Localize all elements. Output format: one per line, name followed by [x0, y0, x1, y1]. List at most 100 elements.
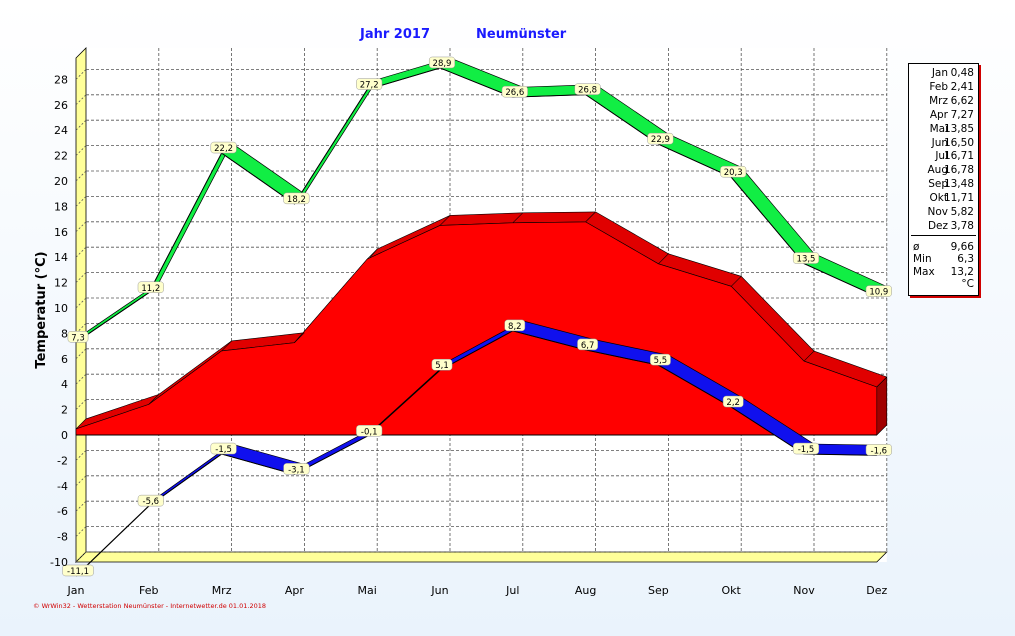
y-tick-label: 8	[61, 327, 68, 340]
legend-row: Jul 16,71	[909, 149, 978, 163]
min-temp-data-label-bg	[137, 494, 164, 507]
legend-month-value: 13,85	[943, 122, 974, 135]
max-temp-data-label-text: 26,6	[505, 88, 524, 98]
legend-stat-row: ø 9,66	[909, 240, 978, 254]
legend-stat-value: 6,3	[957, 253, 974, 266]
legend-month-label: Mai	[929, 122, 948, 135]
legend-month-label: Sep	[928, 178, 948, 191]
legend-month-label: Apr	[929, 108, 948, 121]
max-temp-line	[75, 67, 878, 343]
max-temp-data-label: 10,9	[865, 285, 892, 298]
max-temp-data-label-text: 10,9	[869, 288, 888, 298]
y-tick-label: -4	[57, 480, 68, 493]
legend-row: Nov 5,82	[909, 205, 978, 219]
min-temp-data-label: 8,2	[504, 319, 526, 332]
legend-row: Apr 7,27	[909, 108, 978, 122]
plot-floor	[75, 551, 888, 563]
y-axis-label: Temperatur (°C)	[34, 251, 49, 368]
min-temp-data-label: 2,2	[722, 395, 744, 408]
min-temp-data-label: 5,5	[650, 353, 671, 366]
max-temp-data-label: 7,3	[67, 331, 89, 343]
legend-stat-value: 13,2	[950, 265, 974, 278]
mean-area-side	[876, 376, 888, 436]
mean-area-edge	[658, 253, 669, 265]
y-tick-label: 2	[61, 404, 68, 417]
min-temp-data-label-bg	[62, 564, 94, 577]
mean-area-edge	[730, 276, 742, 287]
y-tick-label: 0	[61, 429, 68, 442]
min-temp-data-label: 6,7	[577, 338, 598, 351]
max-temp-data-label-bg	[501, 85, 528, 98]
min-temp-data-label-text: 8,2	[508, 322, 522, 332]
legend-row: Mai 13,85	[909, 122, 978, 136]
legend-stat-row: Min 6,3	[909, 252, 978, 266]
legend-month-label: Jun	[931, 136, 948, 149]
max-temp-data-label-bg	[137, 281, 164, 294]
legend-stat-value: 9,66	[950, 241, 974, 253]
y-tick-label: -8	[57, 531, 68, 544]
y-tick-label: 6	[61, 353, 68, 366]
legend-month-label: Okt	[929, 192, 948, 205]
max-temp-data-label: 20,3	[720, 165, 747, 178]
max-temp-data-label-text: 7,3	[71, 333, 85, 343]
legend-row: Okt 11,71	[909, 191, 978, 205]
y-tick-label: 26	[54, 99, 68, 112]
x-tick-label: Apr	[285, 584, 305, 597]
min-temp-data-label-text: -5,6	[143, 497, 160, 507]
x-tick-label: Okt	[722, 584, 742, 597]
max-temp-data-label-bg	[428, 56, 456, 69]
legend-month-value: 11,71	[943, 192, 974, 205]
legend-month-value: 16,78	[943, 164, 974, 177]
max-temp-data-label: 11,2	[137, 281, 164, 294]
max-temp-data-label: 27,2	[356, 78, 383, 91]
mean-area-edge	[294, 332, 305, 343]
y-tick-label: -10	[50, 556, 68, 569]
min-temp-data-label-bg	[865, 444, 892, 456]
min-temp-data-label-text: 6,7	[581, 341, 595, 351]
max-temp-data-label-text: 22,2	[214, 144, 233, 154]
min-temp-data-label-text: -0,1	[361, 427, 378, 437]
chart-year-title: Jahr 2017	[360, 27, 430, 42]
min-temp-data-label-text: 5,1	[435, 361, 449, 371]
legend-stat-value: °C	[961, 278, 974, 291]
legend-row: Jun 16,50	[909, 136, 978, 150]
y-tick-label: -2	[57, 454, 68, 467]
mean-area-edge	[366, 248, 378, 260]
max-temp-data-label-text: 28,9	[433, 59, 452, 69]
mean-area-edge	[148, 394, 160, 405]
min-temp-data-label-text: -3,1	[288, 465, 305, 475]
mean-area-edge	[221, 340, 232, 352]
x-tick-label: Feb	[139, 584, 158, 597]
legend-month-value: 13,48	[943, 178, 974, 191]
legend-month-value: 6,62	[950, 94, 974, 107]
x-tick-label: Nov	[793, 584, 815, 597]
min-temp-data-label: -11,1	[62, 564, 94, 577]
max-temp-data-label-bg	[356, 78, 383, 90]
legend-month-value: 2,41	[950, 80, 974, 93]
min-temp-data-label-text: -1,6	[871, 446, 888, 456]
max-temp-data-label-text: 26,8	[578, 86, 597, 96]
legend-month-value: 3,78	[950, 219, 974, 232]
legend-month-label: Nov	[927, 206, 949, 218]
min-temp-data-label-bg	[722, 395, 744, 408]
y-tick-label: 14	[54, 251, 68, 264]
max-temp-data-label-bg	[647, 132, 674, 145]
legend-row: Feb 2,41	[909, 80, 978, 94]
max-temp-data-label: 26,8	[574, 83, 601, 96]
mean-area-edge	[512, 212, 524, 223]
max-temp-data-label: 13,5	[792, 252, 820, 265]
min-temp-data-label-text: -1,5	[798, 445, 815, 455]
legend-row: Dez 3,78	[909, 219, 978, 233]
legend-month-label: Mrz	[929, 94, 948, 107]
mean-area-edge	[585, 211, 596, 223]
legend-row: Sep 13,48	[909, 177, 978, 191]
max-temp-data-label-text: 22,9	[651, 135, 670, 145]
y-tick-label: 20	[54, 175, 68, 188]
max-temp-data-label-bg	[574, 83, 601, 95]
min-temp-data-label-bg	[356, 425, 383, 437]
x-tick-label: Mrz	[212, 584, 232, 597]
min-temp-data-label-bg	[577, 338, 598, 351]
max-temp-data-label-bg	[67, 331, 89, 343]
max-temp-data-label-bg	[283, 192, 310, 205]
